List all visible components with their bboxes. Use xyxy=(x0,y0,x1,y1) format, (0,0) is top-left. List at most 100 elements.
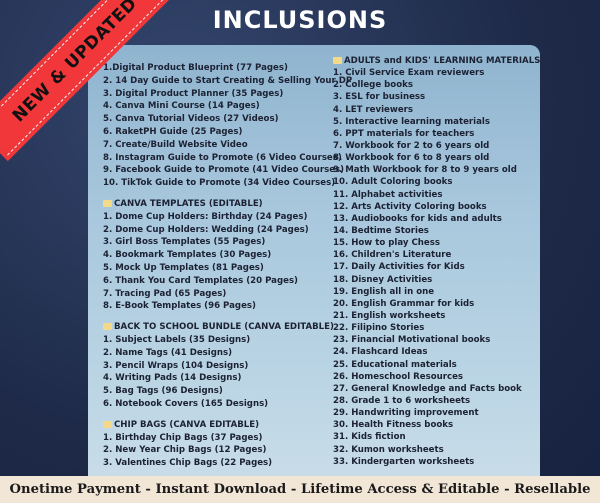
item-text: 3. Digital Product Planner (35 Pages) xyxy=(103,88,284,99)
section-heading: CHIP BAGS (CANVA EDITABLE) xyxy=(103,419,352,432)
item-text: 3. Pencil Wraps (104 Designs) xyxy=(103,360,249,371)
list-item: 5. Mock Up Templates (81 Pages) xyxy=(103,262,352,275)
list-item: 14. Bedtime Stories xyxy=(333,225,540,237)
item-text: 33. Kindergarten worksheets xyxy=(333,456,475,467)
list-item: 4. Bookmark Templates (30 Pages) xyxy=(103,249,352,262)
list-item: 28. Grade 1 to 6 worksheets xyxy=(333,395,540,407)
item-text: 8. Instagram Guide to Promote (6 Video C… xyxy=(103,152,342,163)
folder-icon xyxy=(103,199,112,207)
list-item: 7. Tracing Pad (65 Pages) xyxy=(103,288,352,301)
item-text: 4. Canva Mini Course (14 Pages) xyxy=(103,101,260,112)
item-text: 9. Math Workbook for 8 to 9 years old xyxy=(333,165,517,176)
list-item: 2. Dome Cup Holders: Wedding (24 Pages) xyxy=(103,224,352,237)
item-text: 12. Arts Activity Coloring books xyxy=(333,201,487,212)
item-text: 6. RaketPH Guide (25 Pages) xyxy=(103,126,243,137)
list-item: 21. English worksheets xyxy=(333,310,540,322)
item-text: 22. Filipino Stories xyxy=(333,323,425,334)
item-text: 4. Bookmark Templates (30 Pages) xyxy=(103,250,272,261)
item-text: 2. Dome Cup Holders: Wedding (24 Pages) xyxy=(103,224,309,235)
section-heading: CANVA TEMPLATES (EDITABLE) xyxy=(103,198,352,211)
item-text: 18. Disney Activities xyxy=(333,274,433,285)
list-item: 4. Canva Mini Course (14 Pages) xyxy=(103,100,352,113)
inclusions-panel xyxy=(88,45,540,476)
item-text: 25. Educational materials xyxy=(333,359,457,370)
item-text: 14. Bedtime Stories xyxy=(333,225,429,236)
item-text: 1. Dome Cup Holders: Birthday (24 Pages) xyxy=(103,211,308,222)
item-text: 8. E-Book Templates (96 Pages) xyxy=(103,301,256,312)
list-item: 29. Handwriting improvement xyxy=(333,407,540,419)
list-item: 6. RaketPH Guide (25 Pages) xyxy=(103,126,352,139)
list-item: 8. Workbook for 6 to 8 years old xyxy=(333,152,540,164)
list-item: 10. TikTok Guide to Promote (34 Video Co… xyxy=(103,177,352,190)
item-text: 1.Digital Product Blueprint (77 Pages) xyxy=(103,63,288,73)
item-text: 11. Alphabet activities xyxy=(333,189,443,200)
item-text: 1. Birthday Chip Bags (37 Pages) xyxy=(103,432,263,443)
list-item: 7. Create/Build Website Video xyxy=(103,139,352,152)
item-text: 32. Kumon worksheets xyxy=(333,444,444,455)
list-item: 22. Filipino Stories xyxy=(333,322,540,334)
list-item: 3. Girl Boss Templates (55 Pages) xyxy=(103,236,352,249)
page-title: INCLUSIONS xyxy=(212,6,388,34)
folder-icon xyxy=(333,57,342,64)
footer-banner: Onetime Payment - Instant Download - Lif… xyxy=(0,476,600,503)
item-text: 26. Homeschool Resources xyxy=(333,371,464,382)
item-text: 6. Notebook Covers (165 Designs) xyxy=(103,398,269,409)
list-item: 26. Homeschool Resources xyxy=(333,371,540,383)
item-text: 5. Mock Up Templates (81 Pages) xyxy=(103,262,264,273)
list-item: 5. Canva Tutorial Videos (27 Videos) xyxy=(103,113,352,126)
list-item: 9. Facebook Guide to Promote (41 Video C… xyxy=(103,164,352,177)
list-item: 33. Kindergarten worksheets xyxy=(333,456,540,468)
list-item: 6. PPT materials for teachers xyxy=(333,128,540,140)
item-text: 28. Grade 1 to 6 worksheets xyxy=(333,395,471,406)
item-text: ADULTS and KIDS' LEARNING MATERIALS xyxy=(344,56,541,66)
list-item: 1. Birthday Chip Bags (37 Pages) xyxy=(103,432,352,445)
list-item: 12. Arts Activity Coloring books xyxy=(333,201,540,213)
item-text: 2. College books xyxy=(333,80,413,91)
item-text: 6. Thank You Card Templates (20 Pages) xyxy=(103,275,298,286)
item-text: 3. ESL for business xyxy=(333,92,426,103)
item-text: BACK TO SCHOOL BUNDLE (CANVA EDITABLE) xyxy=(114,322,334,333)
list-item: 1. Subject Labels (35 Designs) xyxy=(103,334,352,347)
list-item: 16. Children's Literature xyxy=(333,249,540,261)
right-column: ADULTS and KIDS' LEARNING MATERIALS 1. Ci… xyxy=(333,55,540,468)
list-item: 9. Math Workbook for 8 to 9 years old xyxy=(333,164,540,176)
item-text: 31. Kids fiction xyxy=(333,432,406,443)
list-item: 10. Adult Coloring books xyxy=(333,176,540,188)
list-item: 18. Disney Activities xyxy=(333,274,540,286)
item-text: CANVA TEMPLATES (EDITABLE) xyxy=(114,198,263,209)
list-item: 3. Valentines Chip Bags (22 Pages) xyxy=(103,457,352,470)
list-item: 31. Kids fiction xyxy=(333,431,540,443)
list-item: 15. How to play Chess xyxy=(333,237,540,249)
item-text: 4. Writing Pads (14 Designs) xyxy=(103,373,242,384)
list-item: 25. Educational materials xyxy=(333,359,540,371)
item-text: 5. Interactive learning materials xyxy=(333,116,490,127)
list-item: 5. Interactive learning materials xyxy=(333,116,540,128)
item-text: 3. Valentines Chip Bags (22 Pages) xyxy=(103,458,273,469)
list-item: 5. Bag Tags (96 Designs) xyxy=(103,385,352,398)
item-text: 7. Tracing Pad (65 Pages) xyxy=(103,288,227,299)
list-item: 3. Digital Product Planner (35 Pages) xyxy=(103,88,352,101)
item-text: 27. General Knowledge and Facts book xyxy=(333,383,522,394)
item-text: 23. Financial Motivational books xyxy=(333,335,491,346)
list-item: 8. Instagram Guide to Promote (6 Video C… xyxy=(103,152,352,165)
item-text: 29. Handwriting improvement xyxy=(333,408,479,419)
item-text: 20. English Grammar for kids xyxy=(333,298,475,309)
item-text: 4. LET reviewers xyxy=(333,104,413,115)
list-item: 1. Dome Cup Holders: Birthday (24 Pages) xyxy=(103,211,352,224)
item-text: 5. Bag Tags (96 Designs) xyxy=(103,386,223,397)
item-text: CHIP BAGS (CANVA EDITABLE) xyxy=(114,419,260,430)
section-heading: ADULTS and KIDS' LEARNING MATERIALS xyxy=(333,55,540,67)
item-text: 2. Name Tags (41 Designs) xyxy=(103,347,233,358)
list-item: 8. E-Book Templates (96 Pages) xyxy=(103,300,352,313)
item-text: 1. Subject Labels (35 Designs) xyxy=(103,334,251,345)
list-item: 2. New Year Chip Bags (12 Pages) xyxy=(103,444,352,457)
list-item: 6. Thank You Card Templates (20 Pages) xyxy=(103,275,352,288)
list-item: 30. Health Fitness books xyxy=(333,419,540,431)
item-text: 24. Flashcard Ideas xyxy=(333,347,428,358)
list-item: 7. Workbook for 2 to 6 years old xyxy=(333,140,540,152)
item-text: 17. Daily Activities for Kids xyxy=(333,262,465,273)
folder-icon xyxy=(103,323,112,331)
item-text: 2. 14 Day Guide to Start Creating & Sell… xyxy=(103,75,353,86)
item-text: 16. Children's Literature xyxy=(333,250,452,261)
item-text: 13. Audiobooks for kids and adults xyxy=(333,213,502,224)
